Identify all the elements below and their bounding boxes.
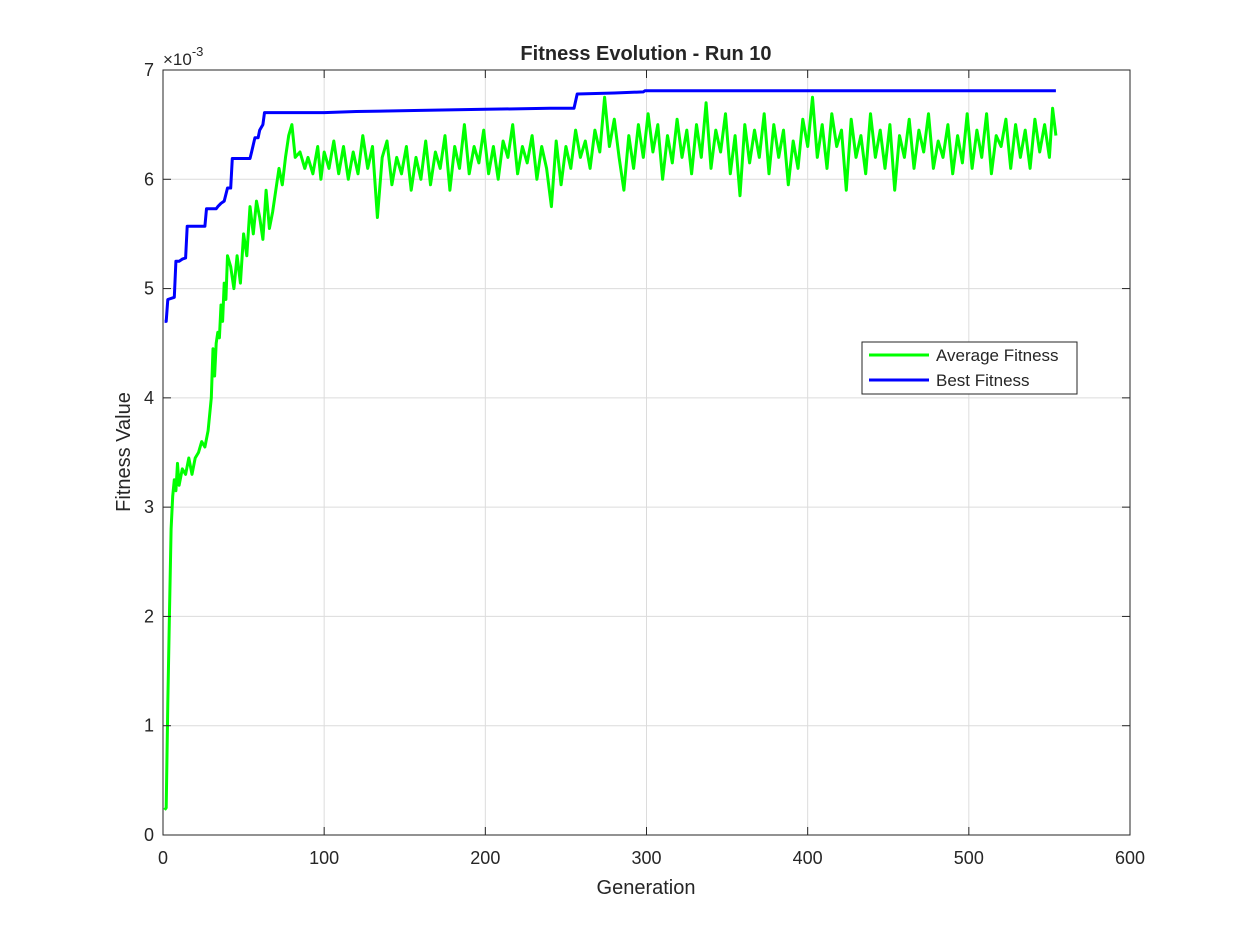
y-exponent-power: -3 [192, 44, 204, 59]
ticks: 0 100 200 300 400 500 600 0 1 2 3 4 5 6 7 [144, 60, 1145, 868]
y-tick-label: 1 [144, 716, 154, 736]
y-tick-label: 3 [144, 497, 154, 517]
y-axis-label: Fitness Value [113, 392, 135, 512]
y-tick-label: 0 [144, 825, 154, 845]
x-tick-label: 200 [470, 848, 500, 868]
x-tick-label: 300 [631, 848, 661, 868]
y-tick-label: 7 [144, 60, 154, 80]
legend: Average Fitness Best Fitness [861, 341, 1078, 395]
y-tick-label: 2 [144, 606, 154, 626]
legend-label-best-fitness: Best Fitness [936, 371, 1030, 390]
x-tick-label: 400 [793, 848, 823, 868]
y-tick-label: 6 [144, 169, 154, 189]
x-tick-label: 600 [1115, 848, 1145, 868]
series-layer [163, 89, 1058, 811]
chart-title: Fitness Evolution - Run 10 [520, 43, 771, 65]
legend-box [861, 341, 1078, 395]
x-tick-label: 0 [158, 848, 168, 868]
x-tick-label: 100 [309, 848, 339, 868]
series-line-average-fitness [163, 95, 1058, 811]
grid [163, 70, 1130, 835]
series-line-best-fitness [164, 89, 1056, 323]
x-axis-label: Generation [597, 877, 696, 899]
x-tick-label: 500 [954, 848, 984, 868]
y-tick-label: 5 [144, 279, 154, 299]
y-tick-label: 4 [144, 388, 154, 408]
y-exponent-label: ×10-3 [163, 44, 203, 69]
legend-label-average-fitness: Average Fitness [936, 346, 1059, 365]
y-exponent-base: ×10 [163, 50, 192, 69]
